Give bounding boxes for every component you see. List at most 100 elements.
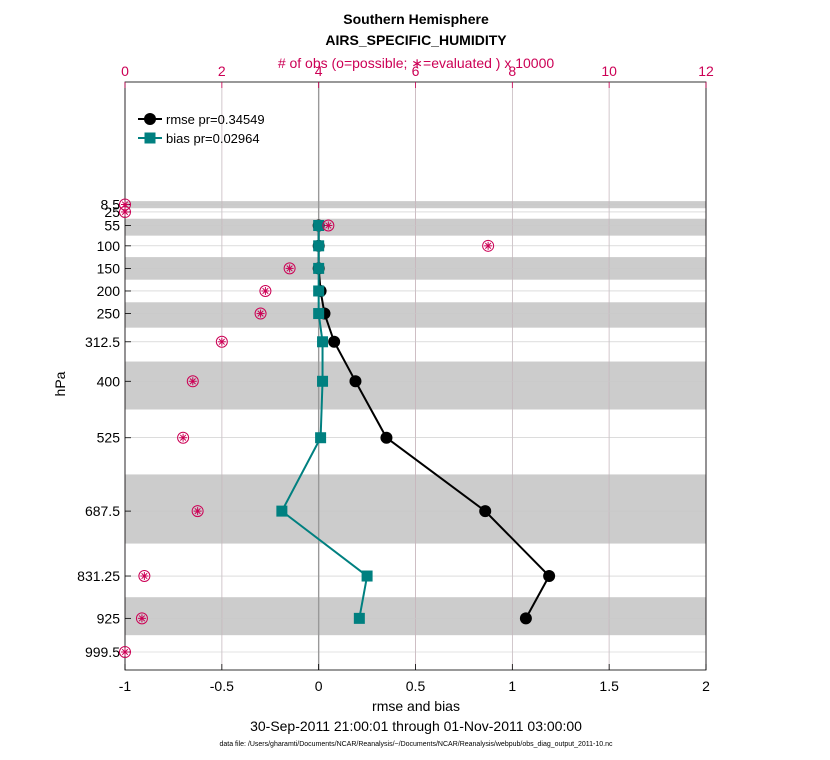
obs-possible-circle [283, 262, 296, 275]
top-tick-label: 8 [508, 63, 516, 79]
bias-point [313, 262, 325, 274]
obs-possible-circle [482, 239, 495, 252]
obs-evaluated-star [257, 310, 264, 317]
y-tick-label: 55 [104, 217, 120, 233]
obs-possible-circle [186, 375, 199, 388]
obs-evaluated-star [179, 434, 187, 441]
rmse-legend-label: rmse pr=0.34549 [166, 112, 265, 127]
top-tick-label: 2 [218, 63, 226, 79]
top-tick-label: 4 [315, 63, 323, 79]
obs-marker [259, 284, 272, 297]
bias-point [276, 505, 288, 517]
x-tick-label: 0.5 [406, 678, 426, 694]
top-tick-label: 6 [412, 63, 420, 79]
obs-evaluated-star [141, 572, 148, 580]
y-tick-label: 999.5 [85, 644, 120, 660]
top-tick-label: 10 [601, 63, 617, 79]
obs-marker [283, 262, 296, 275]
y-tick-label: 150 [97, 260, 121, 276]
rmse-point [479, 505, 492, 518]
top-tick-label: 12 [698, 63, 714, 79]
rmse-legend-marker [144, 113, 156, 125]
bias-point [313, 308, 325, 320]
chart-subtitle: AIRS_SPECIFIC_HUMIDITY [325, 32, 507, 48]
x-tick-label: 1 [508, 678, 516, 694]
rmse-point [519, 612, 532, 625]
obs-marker [119, 205, 131, 218]
bias-point [317, 375, 329, 387]
y-tick-label: 831.25 [77, 568, 120, 584]
obs-possible-circle [138, 570, 151, 583]
obs-marker [191, 505, 204, 518]
obs-evaluated-star [325, 222, 332, 229]
x-tick-label: 2 [702, 678, 710, 694]
obs-evaluated-star [286, 265, 293, 272]
obs-marker [138, 570, 151, 583]
obs-possible-circle [215, 335, 228, 348]
obs-evaluated-star [484, 242, 492, 249]
obs-evaluated-star [138, 615, 146, 622]
time-range: 30-Sep-2011 21:00:01 through 01-Nov-2011… [250, 718, 582, 734]
rmse-point [328, 335, 341, 348]
y-tick-label: 312.5 [85, 334, 120, 350]
obs-evaluated-star [262, 287, 269, 295]
bias-line [280, 225, 369, 619]
obs-marker [322, 219, 335, 232]
bias-point [313, 285, 325, 297]
obs-marker [482, 239, 495, 252]
obs-possible-circle [191, 505, 204, 518]
bias-point [317, 336, 329, 348]
bias-point [353, 612, 365, 624]
x-tick-label: 1.5 [599, 678, 619, 694]
y-tick-label: 525 [97, 430, 121, 446]
y-tick-label: 250 [97, 306, 121, 322]
y-tick-label: 100 [97, 238, 121, 254]
x-axis-label: rmse and bias [372, 698, 460, 714]
obs-evaluated-star [194, 507, 201, 515]
footnote: data file: /Users/gharamti/Documents/NCA… [219, 741, 613, 748]
obs-possible-circle [119, 646, 131, 658]
bias-legend-marker [144, 132, 156, 144]
chart-title: Southern Hemisphere [343, 11, 489, 27]
bias-point [313, 240, 325, 252]
y-tick-label: 687.5 [85, 503, 120, 519]
obs-marker [254, 307, 267, 320]
obs-evaluated-star [121, 208, 129, 216]
x-tick-label: -1 [119, 678, 132, 694]
obs-possible-circle [135, 612, 148, 625]
y-axis-label: hPa [52, 371, 68, 396]
obs-marker [186, 375, 199, 388]
obs-marker [177, 431, 190, 444]
rmse-point [543, 570, 556, 583]
bias-point [361, 570, 373, 582]
obs-markers [119, 198, 495, 658]
obs-evaluated-star [121, 648, 129, 656]
top-tick-label: 0 [121, 63, 129, 79]
obs-evaluated-star [189, 378, 196, 385]
bias-point [315, 432, 327, 444]
obs-possible-circle [259, 284, 272, 297]
y-tick-label: 925 [97, 610, 121, 626]
legend: rmse pr=0.34549 bias pr=0.02964 [138, 112, 265, 146]
x-tick-label: 0 [315, 678, 323, 694]
x-tick-label: -0.5 [210, 678, 234, 694]
rmse-line [317, 225, 551, 619]
y-tick-label: 25 [104, 204, 120, 220]
obs-marker [135, 612, 148, 625]
obs-marker [119, 646, 131, 658]
y-tick-label: 400 [97, 373, 121, 389]
obs-possible-circle [322, 219, 335, 232]
obs-evaluated-star [218, 338, 225, 345]
obs-possible-circle [177, 431, 190, 444]
obs-possible-circle [254, 307, 267, 320]
y-tick-label: 200 [97, 283, 121, 299]
y-tick-label: 8.5 [101, 197, 121, 213]
top-axis-label: # of obs (o=possible; ∗=evaluated ) x 10… [278, 55, 555, 71]
bias-point [313, 219, 325, 231]
bias-legend-label: bias pr=0.02964 [166, 131, 260, 146]
rmse-point [349, 375, 362, 388]
obs-marker [215, 335, 228, 348]
series-layer [276, 219, 556, 625]
